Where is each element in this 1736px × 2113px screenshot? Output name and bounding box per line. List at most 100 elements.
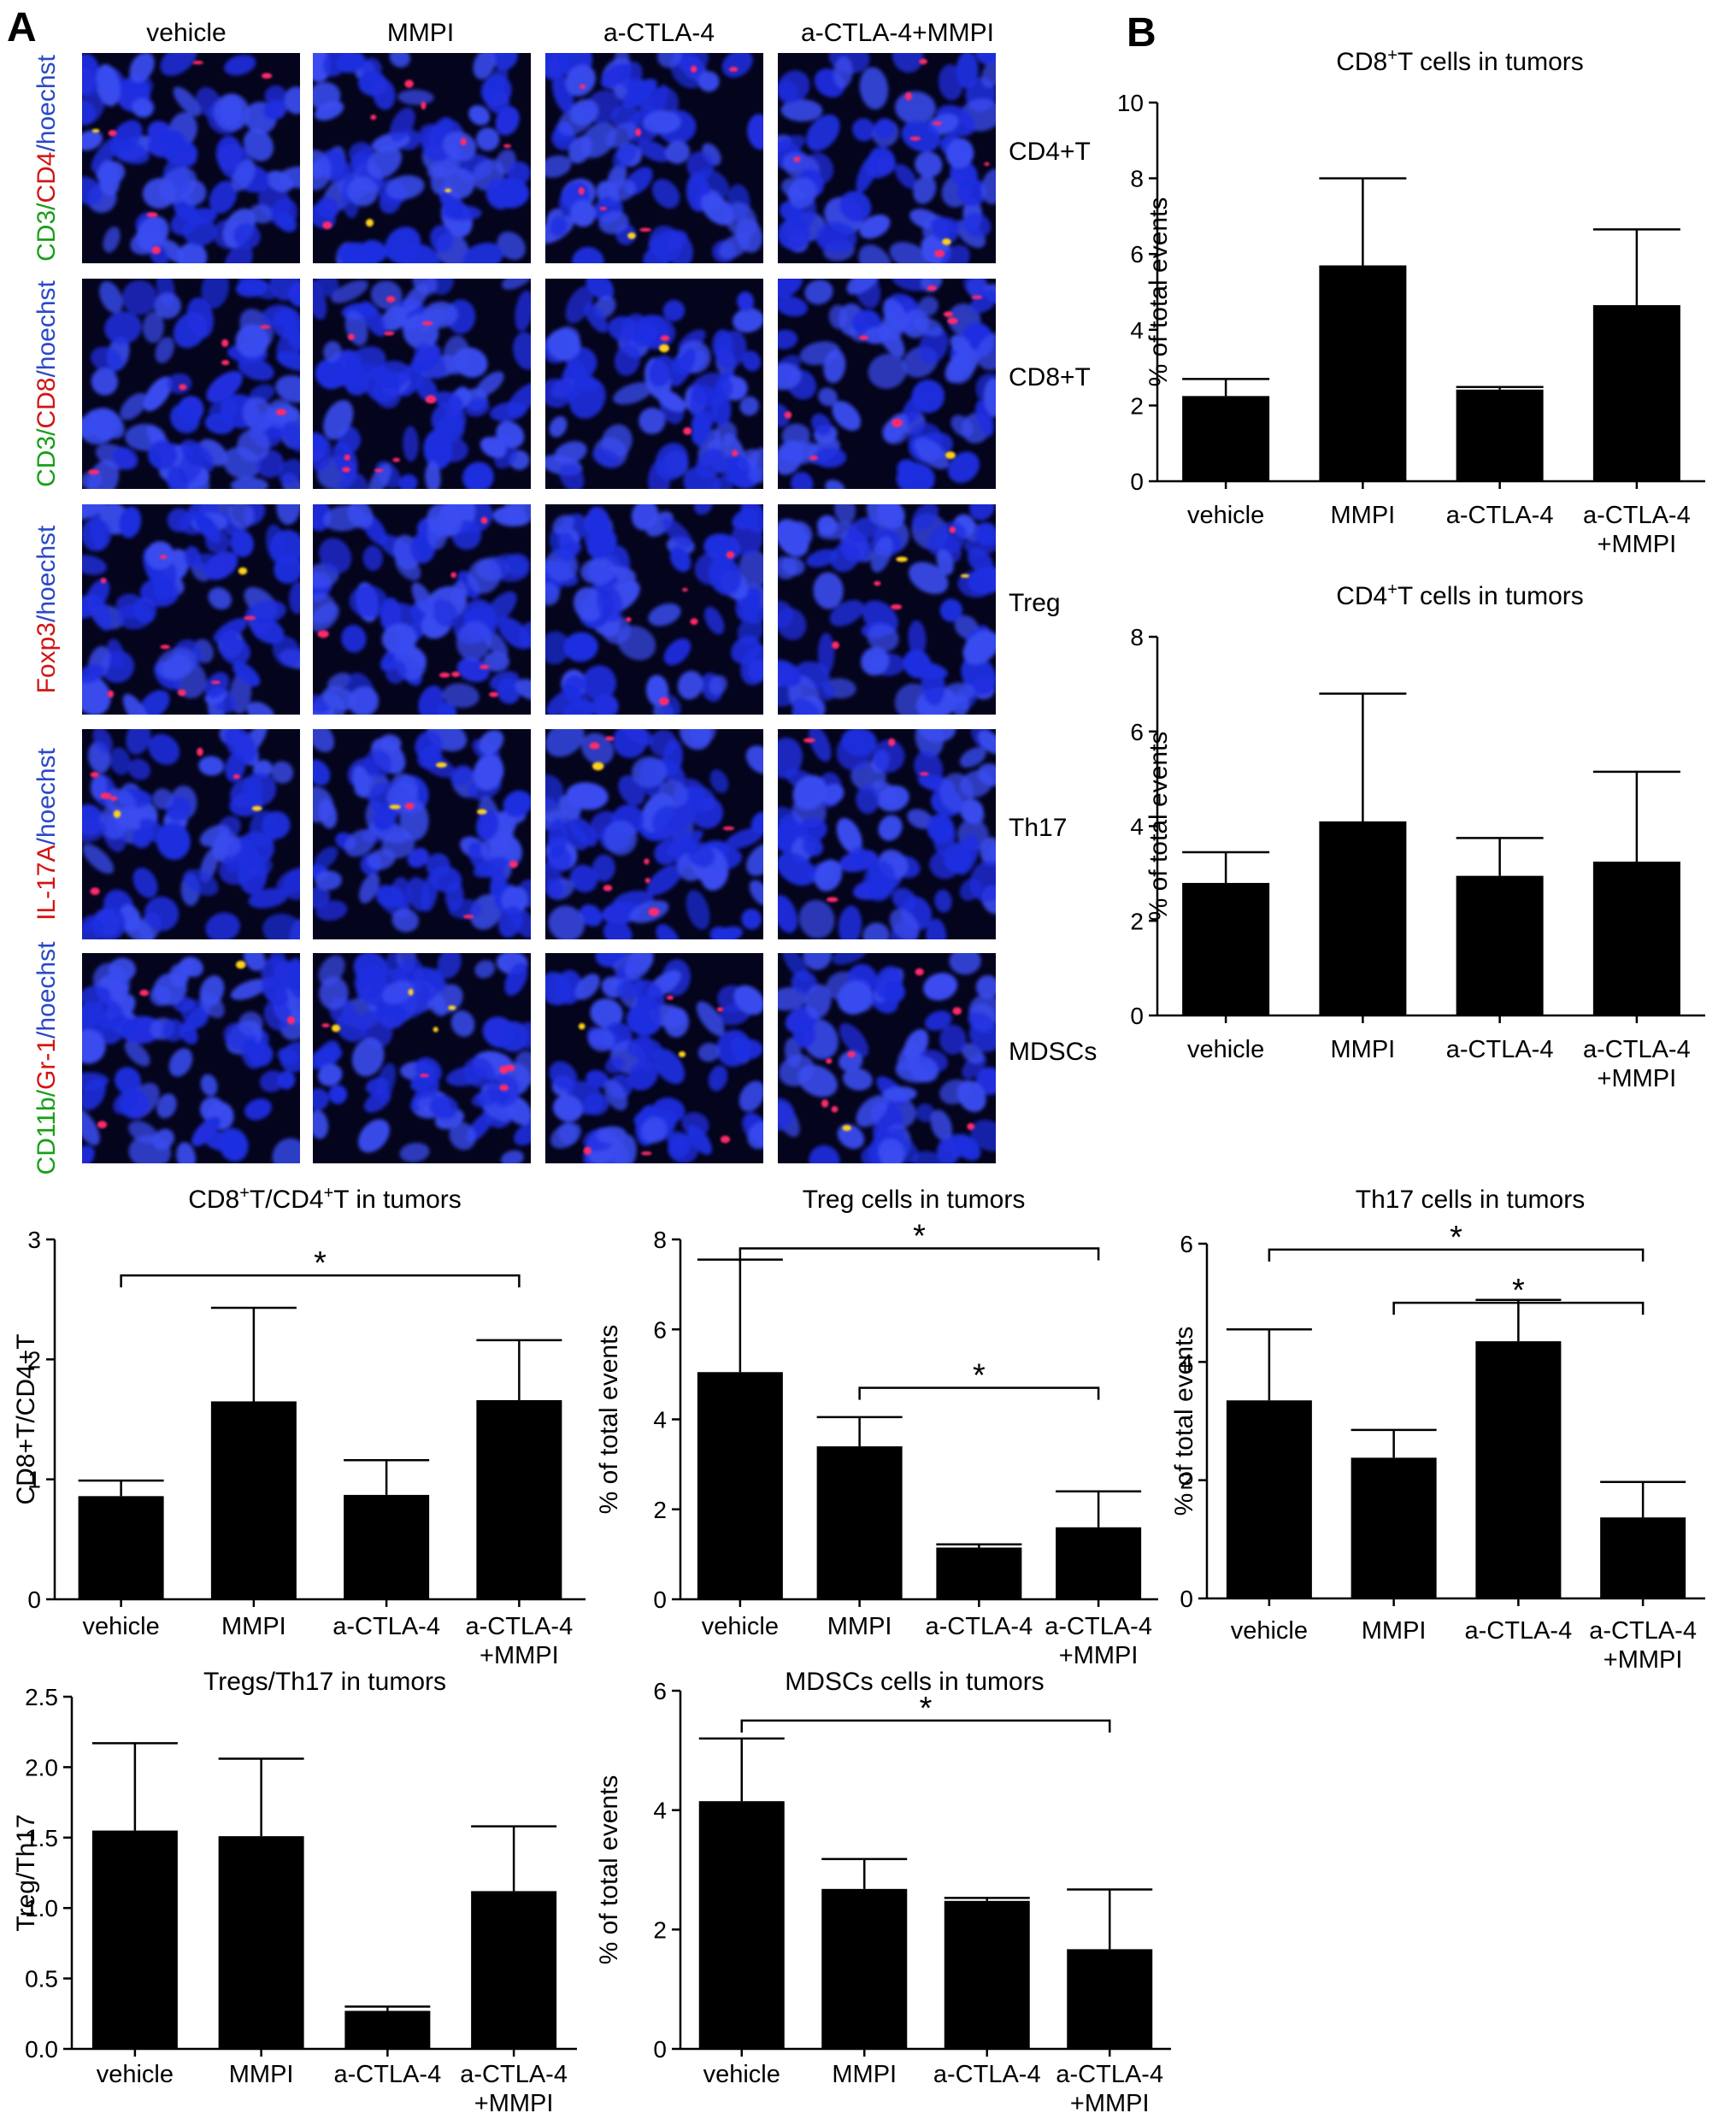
- column-label: a-CTLA-4+MMPI: [801, 19, 994, 47]
- micrograph-image: [82, 53, 300, 263]
- y-tick-label: 4: [653, 1407, 667, 1433]
- chart-treg: Treg cells in tumors % of total events 0 2 4…: [595, 1186, 1158, 1669]
- cell-type-label: CD4+T: [1009, 138, 1091, 166]
- x-tick-label: vehicle: [702, 1613, 779, 1640]
- chart-mdsc: MDSCs cells in tumors % of total events 0 2…: [595, 1668, 1171, 2113]
- cell-type-label: MDSCs: [1009, 1038, 1097, 1066]
- y-axis-label: Treg/Th17: [12, 1814, 40, 1931]
- micrograph-image: [778, 729, 996, 939]
- panel-letter-b: B: [1127, 10, 1156, 56]
- chart-ratio: CD8+T/CD4+T in tumors CD8+T/CD4+T 0 1 2 3 vehi…: [12, 1184, 586, 1669]
- bar: [698, 1801, 785, 2049]
- micrograph-image: [545, 504, 763, 715]
- micrograph-image: [545, 729, 763, 939]
- column-label: a-CTLA-4: [603, 19, 715, 47]
- micrograph-image: [778, 953, 996, 1163]
- y-tick-label: 3: [27, 1227, 41, 1253]
- y-tick-label: 2: [653, 1916, 667, 1943]
- chart-tregth17: Tregs/Th17 in tumors Treg/Th17 0.0 0.5 1.0 1.…: [12, 1668, 577, 2113]
- x-tick-label: a-CTLA-4: [1589, 1617, 1697, 1645]
- x-tick-label: a-CTLA-4: [1465, 1617, 1573, 1645]
- x-tick-label: vehicle: [1231, 1617, 1308, 1645]
- x-tick-label: MMPI: [1331, 502, 1396, 529]
- significance-marker: *: [920, 1691, 933, 1727]
- x-tick-label: MMPI: [221, 1613, 286, 1640]
- y-axis-label: % of total events: [1170, 1327, 1198, 1516]
- significance-bracket: [858, 1386, 1100, 1400]
- x-tick-label: a-CTLA-4: [1583, 1036, 1691, 1063]
- bar: [471, 1891, 557, 2049]
- bar: [1319, 265, 1407, 481]
- bar: [1456, 875, 1544, 1015]
- y-tick-label: 0: [1180, 1586, 1193, 1612]
- stain-label: CD11b/Gr-1/hoechst: [32, 941, 61, 1175]
- micrograph-image: [778, 53, 996, 263]
- significance-bracket: [1268, 1248, 1645, 1262]
- micrograph-image: [82, 729, 300, 939]
- bar: [1226, 1400, 1312, 1598]
- y-tick-label: 4: [653, 1798, 667, 1824]
- micrograph-image: [313, 953, 531, 1163]
- chart-cd4: CD4+T cells in tumors % of total events 0 2…: [1130, 580, 1705, 1092]
- y-tick-label: 2: [1180, 1468, 1193, 1494]
- y-tick-label: 0.5: [25, 1966, 58, 1992]
- x-tick-label: MMPI: [229, 2061, 294, 2088]
- bar: [1592, 862, 1680, 1015]
- y-tick-label: 0: [653, 1586, 667, 1613]
- y-tick-label: 1.5: [25, 1825, 58, 1851]
- x-tick-label: +MMPI: [1604, 1646, 1683, 1674]
- significance-marker: *: [1512, 1273, 1525, 1309]
- y-tick-label: 4: [1130, 814, 1144, 840]
- chart-title: CD4+T cells in tumors: [1336, 580, 1584, 610]
- significance-marker: *: [1450, 1220, 1462, 1256]
- bar: [1182, 882, 1270, 1015]
- column-label: MMPI: [387, 19, 454, 47]
- y-tick-label: 8: [653, 1227, 667, 1253]
- micrograph-image: [545, 279, 763, 489]
- x-tick-label: a-CTLA-4: [334, 2061, 442, 2088]
- y-tick-label: 0: [1130, 468, 1144, 495]
- x-tick-label: MMPI: [1331, 1036, 1396, 1063]
- x-tick-label: vehicle: [1187, 502, 1264, 529]
- y-tick-label: 6: [1180, 1231, 1193, 1257]
- x-tick-label: a-CTLA-4: [1446, 1036, 1554, 1063]
- x-tick-label: a-CTLA-4: [466, 1613, 574, 1640]
- x-tick-label: +MMPI: [1059, 1642, 1139, 1669]
- significance-marker: *: [973, 1358, 986, 1394]
- y-tick-label: 4: [1180, 1349, 1193, 1375]
- y-tick-label: 2: [653, 1497, 667, 1523]
- y-tick-label: 1.0: [25, 1895, 58, 1922]
- significance-marker: *: [314, 1245, 327, 1281]
- micrograph-image: [545, 953, 763, 1163]
- bar: [697, 1372, 783, 1599]
- bar-charts: CD8+T cells in tumors % of total events 0 2…: [12, 46, 1705, 2113]
- column-label: vehicle: [146, 19, 226, 47]
- x-tick-label: +MMPI: [1598, 1065, 1677, 1092]
- x-tick-label: MMPI: [832, 2061, 897, 2088]
- y-tick-label: 0.0: [25, 2036, 58, 2063]
- significance-bracket: [739, 1247, 1100, 1261]
- y-axis-label: % of total events: [1145, 197, 1173, 387]
- y-axis-label: % of total events: [1145, 732, 1173, 921]
- significance-marker: *: [913, 1219, 926, 1255]
- chart-title: CD8+T/CD4+T in tumors: [188, 1184, 462, 1214]
- x-tick-label: +MMPI: [1070, 2090, 1150, 2113]
- y-tick-label: 8: [1130, 166, 1144, 192]
- chart-title: MDSCs cells in tumors: [785, 1668, 1044, 1696]
- y-tick-label: 2: [1130, 392, 1144, 419]
- micrograph-image: [82, 504, 300, 715]
- bar: [78, 1496, 164, 1599]
- chart-title: Tregs/Th17 in tumors: [203, 1668, 446, 1696]
- bar: [476, 1400, 562, 1599]
- y-tick-label: 1: [27, 1467, 41, 1493]
- x-tick-label: a-CTLA-4: [1056, 2061, 1163, 2088]
- micrograph-image: [313, 53, 531, 263]
- x-tick-label: vehicle: [82, 1613, 159, 1640]
- chart-title: Treg cells in tumors: [803, 1186, 1026, 1214]
- y-tick-label: 4: [1130, 317, 1144, 344]
- x-tick-label: +MMPI: [1598, 531, 1677, 558]
- x-tick-label: +MMPI: [480, 1642, 559, 1669]
- stain-label: CD3/CD8/hoechst: [32, 280, 61, 486]
- stain-label: CD3/CD4/hoechst: [32, 54, 61, 261]
